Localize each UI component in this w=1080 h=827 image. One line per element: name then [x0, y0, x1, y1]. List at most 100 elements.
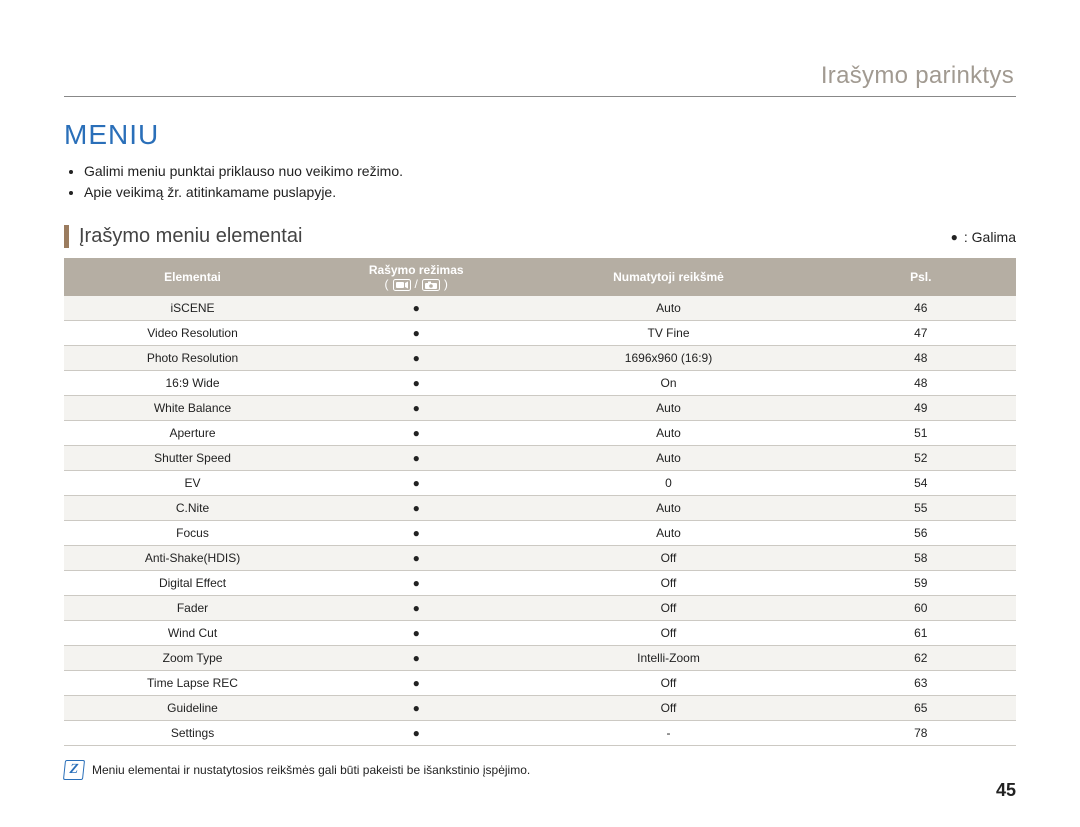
- cell-page: 62: [826, 646, 1016, 671]
- cell-mode: ●: [321, 521, 511, 546]
- cell-mode: ●: [321, 421, 511, 446]
- cell-default: Auto: [511, 421, 825, 446]
- cell-page: 65: [826, 696, 1016, 721]
- cell-mode: ●: [321, 446, 511, 471]
- video-mode-icon: [393, 277, 411, 291]
- cell-elem: Wind Cut: [64, 621, 321, 646]
- table-row: Guideline●Off65: [64, 696, 1016, 721]
- cell-mode: ●: [321, 396, 511, 421]
- page-number: 45: [996, 780, 1016, 801]
- cell-page: 48: [826, 346, 1016, 371]
- cell-mode: ●: [321, 671, 511, 696]
- cell-default: Auto: [511, 521, 825, 546]
- footnote-text: Meniu elementai ir nustatytosios reikšmė…: [92, 763, 530, 777]
- cell-page: 52: [826, 446, 1016, 471]
- cell-default: Auto: [511, 496, 825, 521]
- table-row: Zoom Type●Intelli-Zoom62: [64, 646, 1016, 671]
- cell-page: 59: [826, 571, 1016, 596]
- cell-page: 48: [826, 371, 1016, 396]
- cell-elem: EV: [64, 471, 321, 496]
- cell-default: Off: [511, 621, 825, 646]
- cell-elem: Photo Resolution: [64, 346, 321, 371]
- subheading: Įrašymo meniu elementai: [64, 225, 302, 248]
- col-header-page: Psl.: [826, 258, 1016, 296]
- table-row: iSCENE●Auto46: [64, 296, 1016, 321]
- cell-default: Off: [511, 546, 825, 571]
- col-header-elementai: Elementai: [64, 258, 321, 296]
- cell-mode: ●: [321, 621, 511, 646]
- cell-elem: Digital Effect: [64, 571, 321, 596]
- table-row: Photo Resolution●1696x960 (16:9)48: [64, 346, 1016, 371]
- intro-bullets: Galimi meniu punktai priklauso nuo veiki…: [64, 161, 1016, 203]
- cell-elem: Fader: [64, 596, 321, 621]
- bullet-item: Galimi meniu punktai priklauso nuo veiki…: [84, 161, 1016, 182]
- cell-mode: ●: [321, 371, 511, 396]
- cell-elem: Video Resolution: [64, 321, 321, 346]
- cell-default: On: [511, 371, 825, 396]
- table-header-row: Elementai Rašymo režimas ( / ): [64, 258, 1016, 296]
- legend-text: : Galima: [964, 229, 1016, 245]
- cell-page: 60: [826, 596, 1016, 621]
- cell-elem: Time Lapse REC: [64, 671, 321, 696]
- cell-page: 54: [826, 471, 1016, 496]
- cell-mode: ●: [321, 496, 511, 521]
- cell-page: 49: [826, 396, 1016, 421]
- cell-elem: iSCENE: [64, 296, 321, 321]
- table-row: White Balance●Auto49: [64, 396, 1016, 421]
- col-header-mode: Rašymo režimas ( / ): [321, 258, 511, 296]
- menu-table: Elementai Rašymo režimas ( / ): [64, 258, 1016, 746]
- legend-dot-icon: ●: [951, 230, 958, 244]
- header-rule: [64, 96, 1016, 97]
- paren-open: (: [385, 277, 389, 291]
- cell-mode: ●: [321, 721, 511, 746]
- cell-default: 0: [511, 471, 825, 496]
- note-icon: Z: [63, 760, 85, 780]
- table-row: Settings●-78: [64, 721, 1016, 746]
- photo-mode-icon: [422, 277, 440, 291]
- cell-mode: ●: [321, 546, 511, 571]
- table-row: Focus●Auto56: [64, 521, 1016, 546]
- cell-default: Auto: [511, 396, 825, 421]
- cell-default: Auto: [511, 296, 825, 321]
- table-row: C.Nite●Auto55: [64, 496, 1016, 521]
- cell-default: Auto: [511, 446, 825, 471]
- cell-default: Off: [511, 696, 825, 721]
- cell-default: TV Fine: [511, 321, 825, 346]
- table-row: Anti-Shake(HDIS)●Off58: [64, 546, 1016, 571]
- table-row: Time Lapse REC●Off63: [64, 671, 1016, 696]
- cell-mode: ●: [321, 296, 511, 321]
- page-header-title: Irašymo parinktys: [64, 62, 1016, 90]
- cell-mode: ●: [321, 596, 511, 621]
- cell-default: -: [511, 721, 825, 746]
- cell-page: 47: [826, 321, 1016, 346]
- cell-mode: ●: [321, 471, 511, 496]
- table-row: Aperture●Auto51: [64, 421, 1016, 446]
- cell-default: Off: [511, 596, 825, 621]
- cell-elem: Anti-Shake(HDIS): [64, 546, 321, 571]
- table-row: Fader●Off60: [64, 596, 1016, 621]
- table-row: Digital Effect●Off59: [64, 571, 1016, 596]
- col-header-mode-line1: Rašymo režimas: [325, 263, 507, 277]
- table-row: Shutter Speed●Auto52: [64, 446, 1016, 471]
- cell-mode: ●: [321, 646, 511, 671]
- cell-page: 46: [826, 296, 1016, 321]
- cell-page: 63: [826, 671, 1016, 696]
- cell-elem: Guideline: [64, 696, 321, 721]
- table-row: Wind Cut●Off61: [64, 621, 1016, 646]
- cell-elem: Aperture: [64, 421, 321, 446]
- mode-slash: /: [415, 277, 418, 291]
- cell-default: Off: [511, 671, 825, 696]
- cell-default: Intelli-Zoom: [511, 646, 825, 671]
- cell-elem: Settings: [64, 721, 321, 746]
- cell-mode: ●: [321, 696, 511, 721]
- bullet-item: Apie veikimą žr. atitinkamame puslapyje.: [84, 182, 1016, 203]
- cell-mode: ●: [321, 571, 511, 596]
- cell-elem: Focus: [64, 521, 321, 546]
- footnote: Z Meniu elementai ir nustatytosios reikš…: [64, 760, 1016, 780]
- col-header-default: Numatytoji reikšmė: [511, 258, 825, 296]
- cell-page: 55: [826, 496, 1016, 521]
- cell-mode: ●: [321, 321, 511, 346]
- cell-page: 51: [826, 421, 1016, 446]
- table-row: Video Resolution●TV Fine47: [64, 321, 1016, 346]
- cell-elem: C.Nite: [64, 496, 321, 521]
